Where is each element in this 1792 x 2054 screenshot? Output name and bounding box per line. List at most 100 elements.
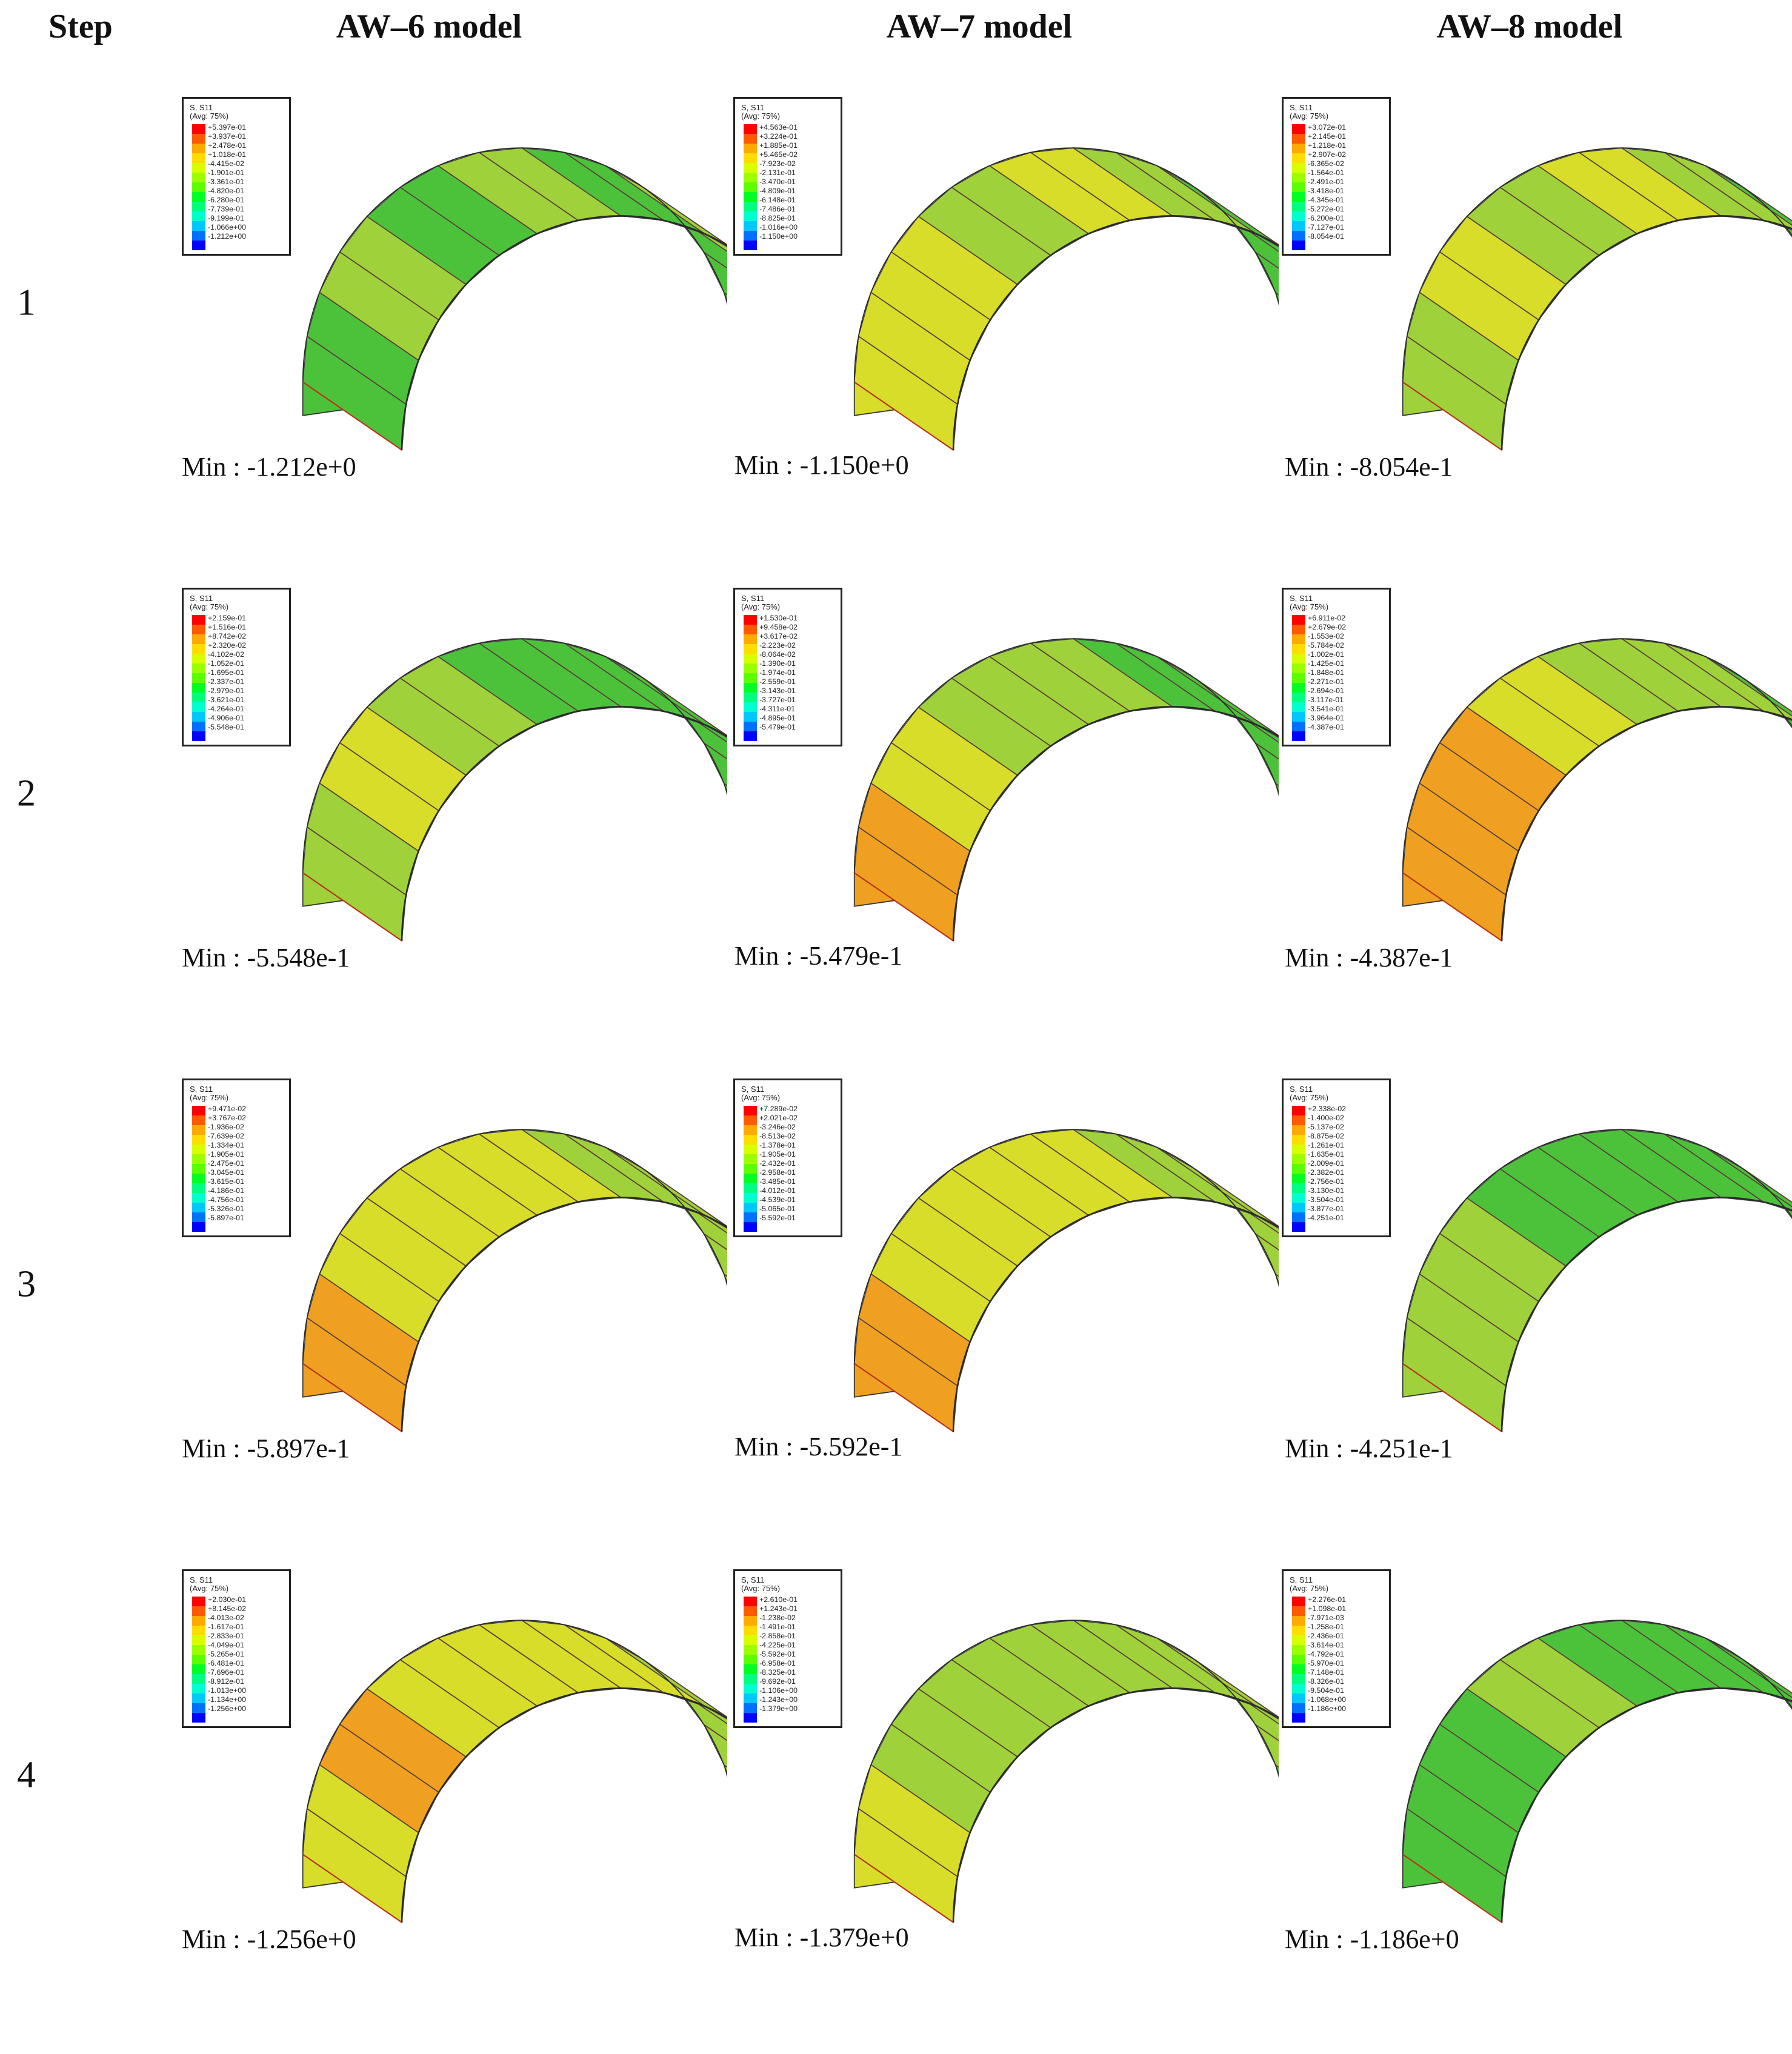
legend-value: -1.258e-01 xyxy=(1308,1623,1344,1631)
legend-value: -9.199e-01 xyxy=(208,214,244,222)
legend-swatch xyxy=(1292,1193,1305,1203)
legend-swatch xyxy=(1292,231,1305,241)
legend-swatch xyxy=(744,693,757,702)
arch-panel xyxy=(702,1232,727,1277)
model-result-panel: S, S11 (Avg: 75%) +4.563e-01 +3.224e-01 +1.8… xyxy=(733,97,1279,582)
legend-value: +2.159e-01 xyxy=(208,614,247,622)
legend-swatch xyxy=(192,644,205,654)
legend-swatch xyxy=(744,1635,757,1645)
legend-color-bar xyxy=(1292,124,1305,250)
legend-swatch xyxy=(744,1183,757,1193)
legend-value: +9.458e-02 xyxy=(759,623,798,631)
legend-averaging: (Avg: 75%) xyxy=(1290,1584,1329,1593)
legend-swatch xyxy=(192,654,205,663)
legend-value: -5.970e-01 xyxy=(1308,1659,1344,1667)
legend-swatch xyxy=(744,153,757,163)
legend-value: -4.049e-01 xyxy=(208,1641,244,1649)
arch-panel xyxy=(723,1272,727,1288)
legend-swatch xyxy=(1292,1703,1305,1713)
arch-panel xyxy=(1254,250,1279,296)
legend-swatch xyxy=(1292,731,1305,741)
legend-swatch xyxy=(192,1135,205,1145)
legend-value: -8.912e-01 xyxy=(208,1677,244,1686)
legend-swatch xyxy=(744,615,757,625)
legend-swatch xyxy=(192,134,205,144)
legend-value: +1.243e-01 xyxy=(759,1604,798,1613)
legend-value: -9.692e-01 xyxy=(759,1677,796,1686)
legend-value: -3.877e-01 xyxy=(1308,1205,1344,1213)
arch-front-edge xyxy=(401,1197,727,1432)
legend-value: -1.491e-01 xyxy=(759,1623,796,1631)
legend-swatch xyxy=(744,683,757,693)
legend-value: -8.064e-02 xyxy=(759,650,796,659)
legend-value: -4.792e-01 xyxy=(1308,1650,1344,1658)
legend-value: -1.901e-01 xyxy=(208,168,244,177)
header-model-2: AW–7 model xyxy=(886,8,1073,45)
min-value-label: Min : -1.379e+0 xyxy=(734,1923,909,1952)
legend-color-bar xyxy=(744,124,757,250)
arch-panel xyxy=(853,1807,958,1924)
arch-contour-plot xyxy=(1402,638,1792,942)
arch-front-edge xyxy=(952,706,1279,941)
legend-value: -2.979e-01 xyxy=(208,686,244,695)
legend-value: -1.256e+00 xyxy=(208,1704,247,1713)
legend-value: +8.742e-02 xyxy=(208,632,247,640)
legend-value: -1.334e-01 xyxy=(208,1141,244,1149)
legend-swatch xyxy=(192,124,205,134)
legend-swatch xyxy=(192,712,205,722)
legend-swatch xyxy=(192,221,205,231)
arch-back-edge xyxy=(302,638,727,873)
arch-back-edge xyxy=(1402,1620,1792,1855)
legend-swatch xyxy=(1292,1664,1305,1674)
legend-swatch xyxy=(744,1597,757,1606)
legend-swatch xyxy=(1292,241,1305,250)
legend-value: +5.397e-01 xyxy=(208,123,247,131)
arch-contour-plot xyxy=(1402,147,1792,451)
legend-swatch xyxy=(192,1693,205,1703)
legend-value: -4.251e-01 xyxy=(1308,1214,1344,1222)
legend-value: -7.486e-01 xyxy=(759,205,796,213)
contour-legend: S, S11 (Avg: 75%) +9.471e-02 +3.767e-02 -1.9… xyxy=(182,1079,291,1237)
legend-value: -1.635e-01 xyxy=(1308,1150,1344,1158)
arch-panel xyxy=(723,291,727,306)
arch-panel xyxy=(702,741,727,786)
legend-value: -1.134e+00 xyxy=(208,1695,247,1704)
contour-legend: S, S11 (Avg: 75%) +2.030e-01 +8.145e-02 -4.0… xyxy=(182,1569,291,1728)
legend-value: -7.639e-02 xyxy=(208,1132,244,1140)
legend-value: -5.897e-01 xyxy=(208,1214,244,1222)
legend-swatch xyxy=(744,192,757,202)
legend-swatch xyxy=(1292,722,1305,731)
legend-value: -9.504e-01 xyxy=(1308,1686,1344,1695)
legend-swatch xyxy=(744,1222,757,1232)
legend-value: -2.271e-01 xyxy=(1308,677,1344,686)
legend-swatch xyxy=(192,144,205,153)
legend-variable: S, S11 xyxy=(1290,1085,1313,1094)
legend-swatch xyxy=(744,241,757,250)
legend-averaging: (Avg: 75%) xyxy=(190,602,229,611)
legend-value: -3.045e-01 xyxy=(208,1168,244,1177)
legend-swatch xyxy=(1292,625,1305,634)
legend-value: -1.186e+00 xyxy=(1308,1704,1347,1713)
legend-value: -3.541e-01 xyxy=(1308,705,1344,713)
legend-value: -4.820e-01 xyxy=(208,187,244,195)
legend-swatch xyxy=(1292,1222,1305,1232)
legend-value: -1.695e-01 xyxy=(208,668,244,677)
legend-value: +1.018e-01 xyxy=(208,150,247,159)
legend-swatch xyxy=(744,1125,757,1135)
header-model-3: AW–8 model xyxy=(1436,8,1623,45)
arch-contour-plot xyxy=(853,1129,1279,1433)
step-number: 1 xyxy=(17,282,36,324)
legend-swatch xyxy=(1292,1203,1305,1212)
legend-swatch xyxy=(744,1212,757,1222)
legend-swatch xyxy=(192,702,205,712)
arch-panel xyxy=(853,335,958,451)
legend-swatch xyxy=(1292,644,1305,654)
legend-value: -8.875e-02 xyxy=(1308,1132,1344,1140)
legend-value: -1.150e+00 xyxy=(759,232,798,241)
legend-averaging: (Avg: 75%) xyxy=(741,1093,781,1102)
legend-value: +2.276e-01 xyxy=(1308,1595,1347,1604)
legend-value: +2.030e-01 xyxy=(208,1595,247,1604)
legend-swatch xyxy=(192,1597,205,1606)
arch-contour-plot xyxy=(302,638,727,942)
legend-value: -2.131e-01 xyxy=(759,168,796,177)
